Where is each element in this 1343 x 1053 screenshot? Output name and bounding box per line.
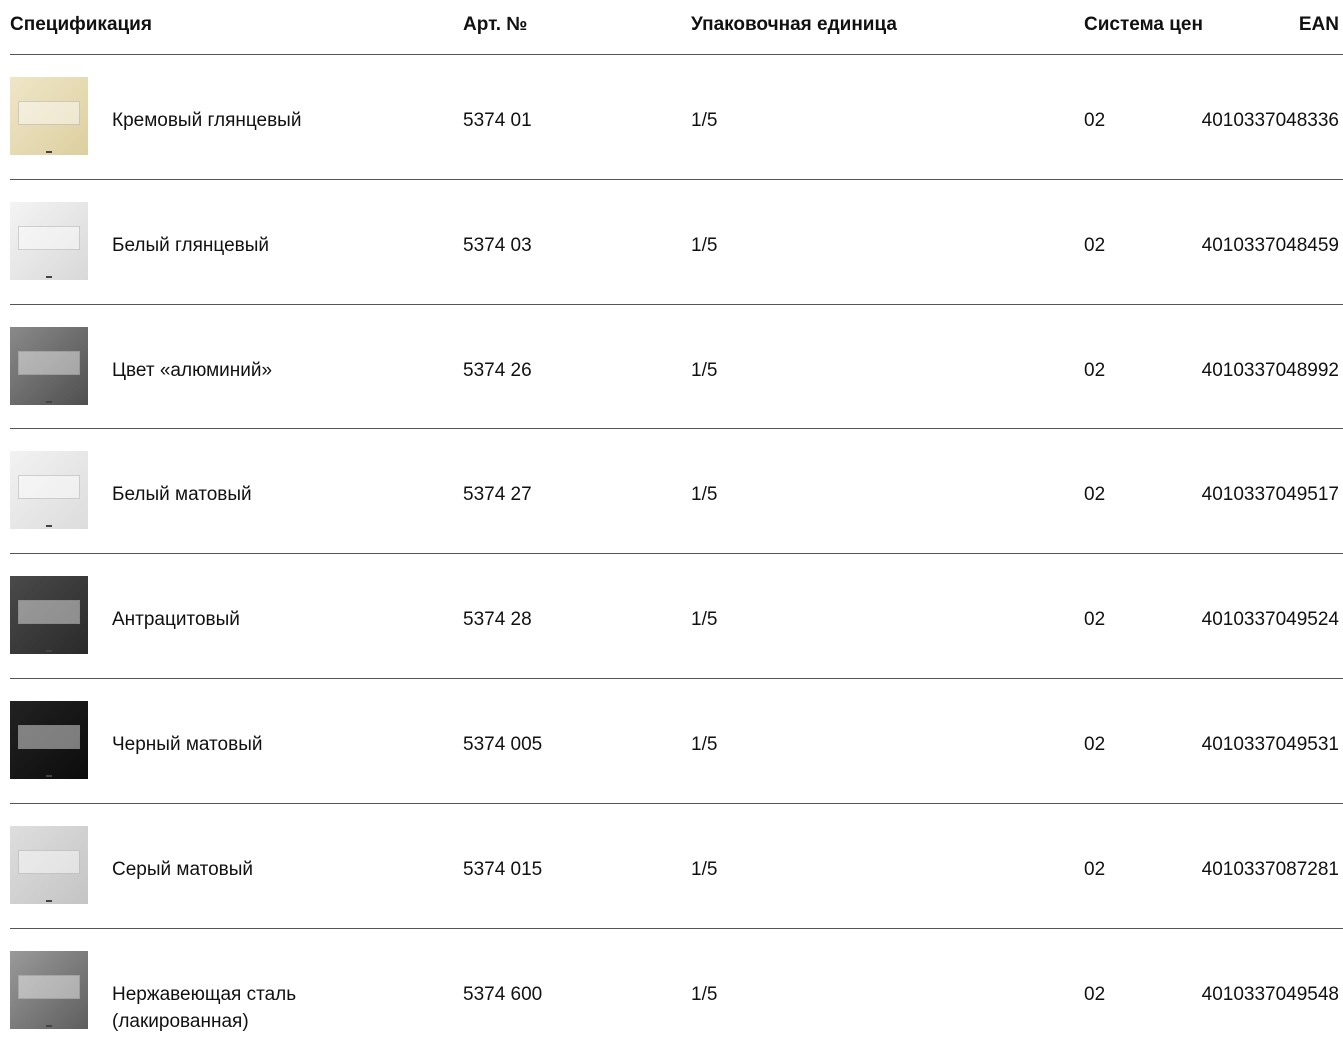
ean: 4010337049531 [1201,734,1339,755]
ean: 4010337048336 [1201,110,1339,131]
article: 5374 28 [463,609,532,631]
article: 5374 26 [463,359,532,381]
table-row: Черный матовый 5374 005 1/5 02 4010337049531 [10,678,1343,803]
header-price: Система цен [1084,14,1203,35]
pack-unit: 1/5 [691,359,718,381]
pack-unit: 1/5 [691,110,718,131]
product-thumbnail [10,950,88,1029]
spec-name: Серый матовый [112,858,254,880]
spec-name: Цвет «алюминий» [112,359,273,381]
pack-unit: 1/5 [691,609,718,631]
product-thumbnail [10,326,88,405]
ean: 4010337049548 [1201,983,1339,1005]
price-system: 02 [1084,983,1106,1005]
spec-name: Черный матовый [112,734,263,755]
article: 5374 03 [463,234,532,256]
product-thumbnail [10,701,88,779]
product-thumbnail [10,825,88,904]
spec-name: Кремовый глянцевый [112,110,302,131]
article: 5374 005 [463,734,543,755]
table-row: Белый матовый 5374 27 1/5 02 4010337049517 [10,428,1343,553]
product-thumbnail [10,77,88,155]
product-thumbnail [10,451,88,530]
price-system: 02 [1084,484,1106,506]
price-system: 02 [1084,359,1106,381]
table-row: Нержавеющая сталь (лакированная) 5374 600… [10,927,1343,1053]
table-row: Цвет «алюминий» 5374 26 1/5 02 4010337048992 [10,303,1343,429]
table-row: Кремовый глянцевый 5374 01 1/5 02 4010337048… [10,54,1343,179]
table-row: Серый матовый 5374 015 1/5 02 4010337087281 [10,802,1343,928]
header-article: Арт. № [463,14,528,35]
header-spec: Спецификация [10,14,152,35]
price-system: 02 [1084,609,1106,631]
table-row: Белый глянцевый 5374 03 1/5 02 4010337048459 [10,178,1343,304]
pack-unit: 1/5 [691,734,718,755]
spec-name: Нержавеющая сталь (лакированная) [112,983,297,1032]
article: 5374 01 [463,110,532,131]
table-row: Антрацитовый 5374 28 1/5 02 4010337049524 [10,553,1343,678]
header-pack: Упаковочная единица [691,14,897,35]
pack-unit: 1/5 [691,858,718,880]
ean: 4010337087281 [1201,858,1339,880]
price-system: 02 [1084,858,1106,880]
price-system: 02 [1084,110,1106,131]
product-thumbnail [10,201,88,280]
ean: 4010337048459 [1201,234,1339,256]
product-thumbnail [10,576,88,655]
price-system: 02 [1084,234,1106,256]
pack-unit: 1/5 [691,983,718,1005]
ean: 4010337049524 [1201,609,1339,631]
spec-name: Белый глянцевый [112,234,270,256]
spec-name: Белый матовый [112,484,252,506]
article: 5374 27 [463,484,532,506]
article: 5374 015 [463,858,543,880]
pack-unit: 1/5 [691,484,718,506]
header-ean: EAN [1298,14,1339,35]
price-system: 02 [1084,734,1106,755]
spec-name: Антрацитовый [112,609,240,631]
ean: 4010337049517 [1201,484,1339,506]
ean: 4010337048992 [1201,359,1339,381]
article: 5374 600 [463,983,543,1005]
pack-unit: 1/5 [691,234,718,256]
